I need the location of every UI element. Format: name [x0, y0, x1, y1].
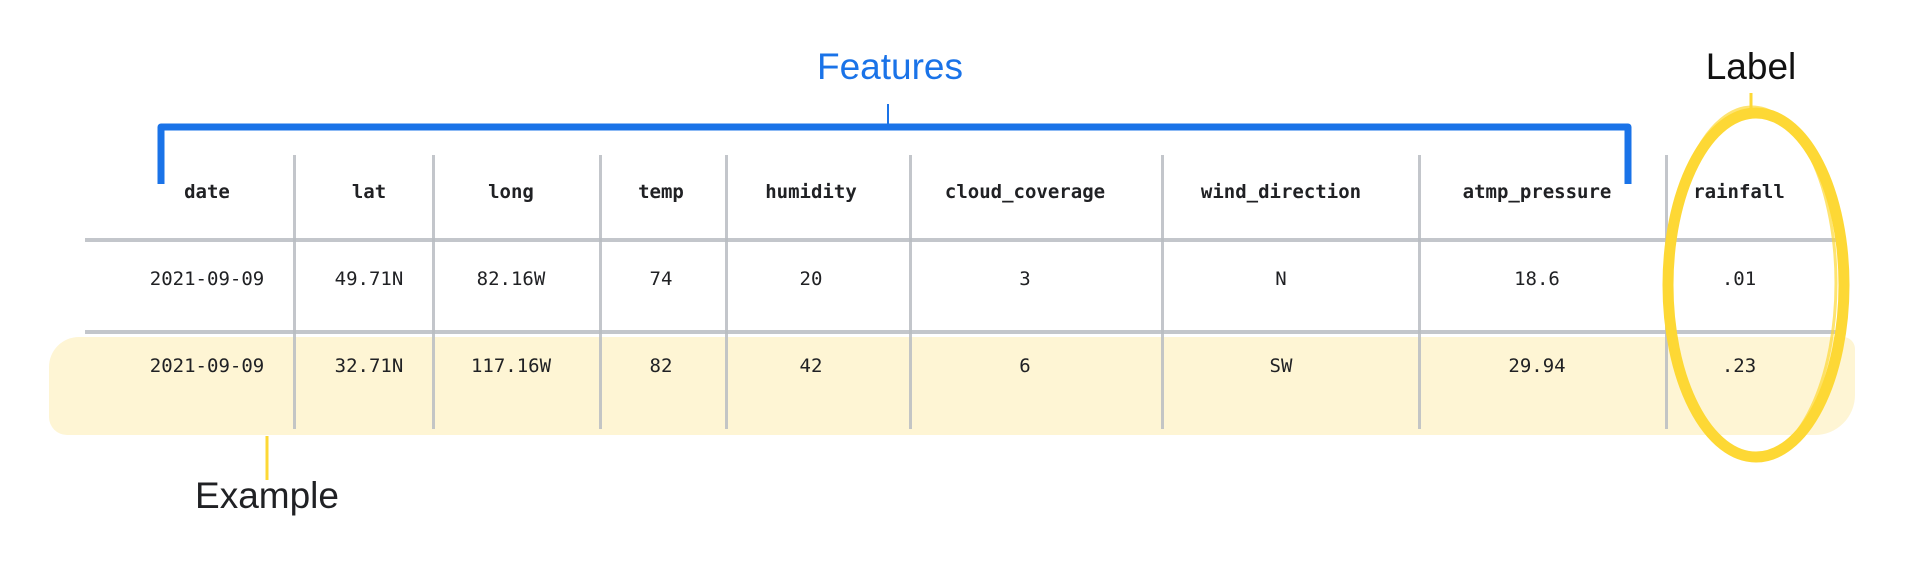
label-circle-stroke — [1666, 105, 1838, 461]
table-cell: 18.6 — [1514, 268, 1560, 290]
column-divider — [725, 155, 728, 429]
features-bracket — [157, 123, 1632, 184]
header-divider — [85, 238, 1840, 242]
column-header-lat: lat — [351, 181, 387, 203]
column-header-humidity: humidity — [765, 181, 857, 203]
column-divider — [909, 155, 912, 429]
table-cell: 29.94 — [1508, 355, 1566, 377]
table-cell: 42 — [799, 355, 823, 377]
column-header-rainfall: rainfall — [1693, 181, 1785, 203]
table-cell: 82.16W — [476, 268, 546, 290]
example-annotation: Example — [195, 475, 339, 516]
table-cell: 20 — [799, 268, 823, 290]
column-divider — [599, 155, 602, 429]
table-cell: 117.16W — [470, 355, 552, 377]
table-cell: 2021-09-09 — [149, 355, 265, 377]
table-cell: .01 — [1721, 268, 1757, 290]
table-cell: N — [1275, 268, 1287, 290]
column-header-temp: temp — [638, 181, 684, 203]
example-row-highlight — [49, 337, 1855, 435]
table-cell: 49.71N — [334, 268, 404, 290]
features-annotation: Features — [816, 46, 964, 87]
column-header-wind-direction: wind_direction — [1200, 181, 1362, 203]
column-divider — [293, 155, 296, 429]
column-header-date: date — [184, 181, 230, 203]
row-divider — [85, 330, 1840, 334]
table-cell: 82 — [649, 355, 673, 377]
table-cell: SW — [1269, 355, 1293, 377]
table-cell: 3 — [1019, 268, 1031, 290]
table-cell: .23 — [1721, 355, 1757, 377]
table-cell: 74 — [649, 268, 673, 290]
column-divider — [1418, 155, 1421, 429]
table-cell: 6 — [1019, 355, 1031, 377]
label-annotation: Label — [1705, 46, 1797, 87]
table-cell: 32.71N — [334, 355, 404, 377]
column-header-cloud-coverage: cloud_coverage — [944, 181, 1106, 203]
column-divider — [432, 155, 435, 429]
column-header-long: long — [488, 181, 534, 203]
table-cell: 2021-09-09 — [149, 268, 265, 290]
label-circle — [1662, 107, 1850, 463]
column-header-atmp-pressure: atmp_pressure — [1462, 181, 1612, 203]
column-divider — [1161, 155, 1164, 429]
